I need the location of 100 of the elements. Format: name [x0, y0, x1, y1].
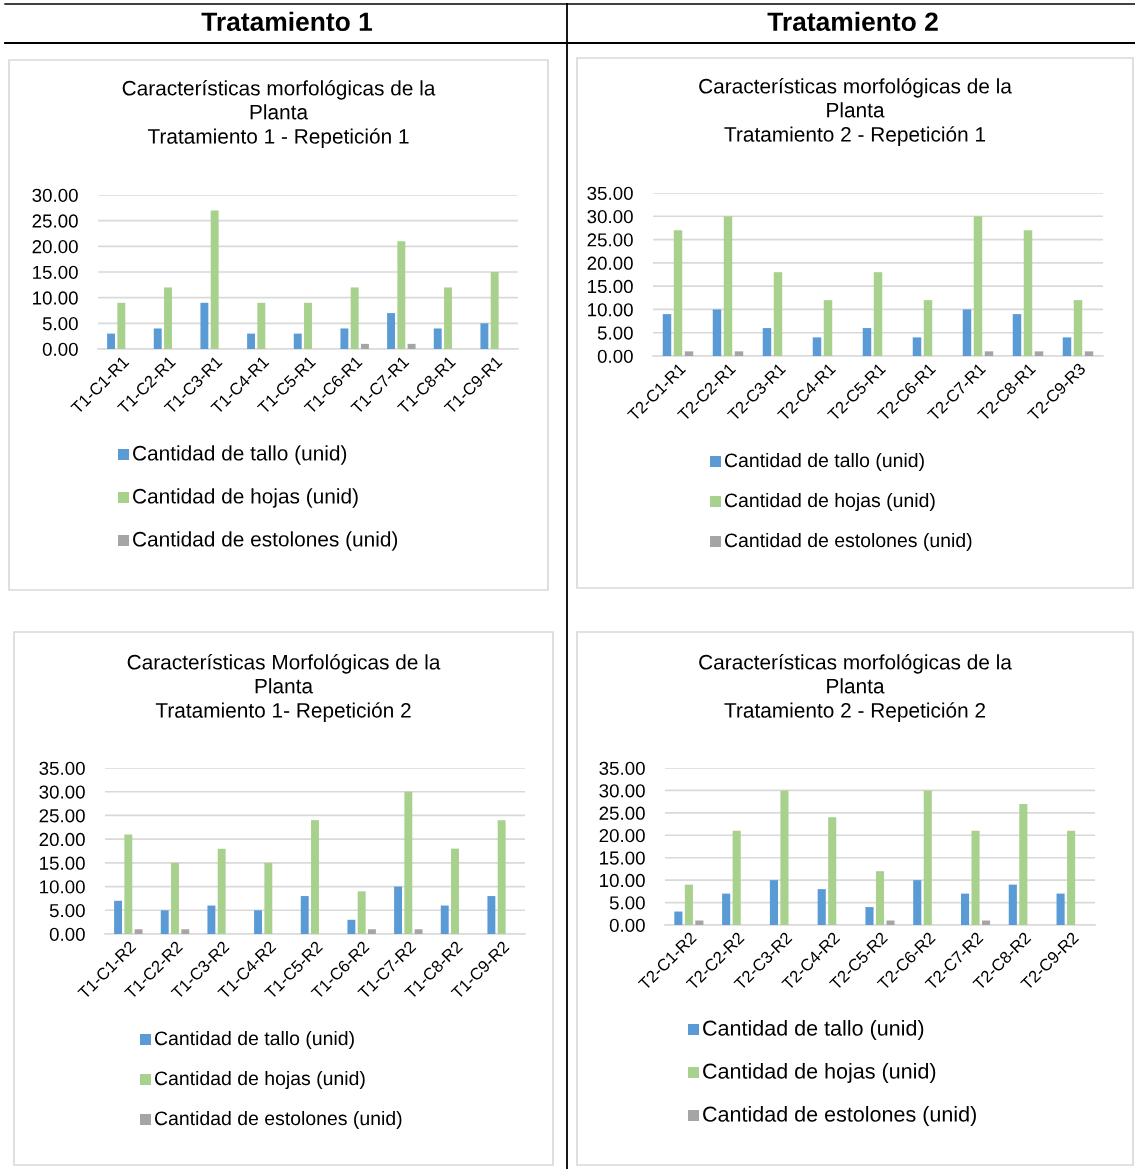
bar — [114, 900, 123, 934]
legend-label: Cantidad de hojas (unid) — [724, 492, 935, 512]
bar — [153, 328, 162, 349]
bar — [181, 929, 190, 934]
bar — [171, 862, 179, 934]
y-tick-label: 5.00 — [597, 326, 633, 340]
bar — [1008, 884, 1017, 925]
bar — [1084, 351, 1094, 356]
bar — [367, 929, 376, 934]
legend-label: Cantidad de estolones (unid) — [703, 1105, 976, 1127]
legend-label: Cantidad de tallo (unid) — [133, 445, 347, 465]
bar — [264, 862, 273, 934]
bar — [886, 920, 895, 925]
legend-label: Cantidad de tallo (unid) — [154, 1030, 354, 1050]
bar — [200, 302, 209, 349]
bar — [875, 871, 885, 925]
y-tick-label: 15.00 — [600, 851, 645, 865]
bar — [780, 790, 789, 925]
legend-label: Cantidad de hojas (unid) — [133, 488, 358, 508]
y-tick-label: 0.00 — [609, 918, 645, 932]
bar — [134, 929, 143, 934]
bar — [1023, 230, 1033, 356]
y-tick-label: 35.00 — [587, 186, 633, 200]
bar — [433, 328, 442, 349]
bar — [673, 230, 683, 356]
bar — [304, 302, 312, 349]
bar — [712, 309, 722, 356]
bar — [962, 309, 972, 356]
y-tick-label: 0.00 — [597, 349, 633, 363]
bar — [217, 848, 226, 934]
bar — [913, 880, 922, 925]
bar — [912, 337, 922, 356]
bar — [407, 343, 416, 349]
bar — [734, 351, 744, 356]
y-tick-label: 25.00 — [32, 214, 78, 228]
bar — [247, 333, 256, 349]
bar — [1034, 351, 1044, 356]
bar — [662, 314, 672, 356]
bar — [1067, 830, 1076, 925]
bar — [414, 929, 423, 934]
y-tick-label: 5.00 — [42, 317, 78, 331]
y-tick-label: 20.00 — [39, 832, 85, 847]
text: Tratamiento 1 — [201, 11, 373, 32]
bar — [1019, 803, 1028, 925]
bar — [923, 300, 933, 356]
bar — [210, 210, 219, 349]
legend-label: Cantidad de hojas (unid) — [154, 1070, 365, 1090]
bar — [340, 328, 349, 349]
y-tick-label: 30.00 — [599, 784, 645, 798]
bar — [984, 351, 994, 356]
chart-title: Características morfológicas de la Planta Tratamiento 2 - Repetición 1 — [699, 78, 1012, 146]
text: Tratamiento 2 — [767, 11, 938, 32]
bar — [865, 907, 874, 925]
bar — [1062, 337, 1072, 356]
y-tick-label: 15.00 — [588, 279, 633, 294]
y-tick-label: 0.00 — [42, 342, 78, 356]
chart-title: Características morfológicas de la Planta Tratamiento 1 - Repetición 1 — [122, 80, 436, 148]
bar — [732, 830, 741, 925]
y-tick-label: 0.00 — [49, 927, 85, 941]
bar — [862, 328, 872, 356]
bar — [124, 834, 133, 934]
y-tick-label: 35.00 — [39, 761, 85, 775]
bar — [1073, 300, 1083, 356]
bar — [404, 791, 413, 934]
bar — [357, 891, 366, 934]
bar — [684, 351, 694, 356]
y-tick-label: 30.00 — [39, 785, 85, 799]
bar — [164, 287, 172, 349]
bar — [828, 817, 837, 925]
bar — [347, 919, 356, 934]
bar — [1012, 314, 1022, 356]
y-tick-label: 10.00 — [33, 291, 78, 305]
y-tick-label: 15.00 — [33, 265, 78, 279]
bar — [490, 272, 499, 349]
bar — [207, 905, 216, 934]
bar — [107, 333, 116, 349]
bar — [769, 880, 778, 925]
bar — [257, 302, 266, 349]
bar — [160, 910, 169, 934]
bar — [674, 911, 683, 925]
bar — [722, 893, 731, 925]
bar — [773, 272, 783, 356]
bar — [973, 216, 983, 356]
y-tick-label: 30.00 — [587, 209, 633, 224]
bar — [117, 302, 126, 349]
y-tick-label: 10.00 — [600, 873, 645, 888]
bar — [684, 884, 693, 925]
legend-label: Cantidad de estolones (unid) — [724, 532, 972, 552]
bar — [823, 300, 833, 356]
bar — [440, 905, 449, 934]
bar — [397, 241, 406, 349]
bar — [300, 896, 309, 934]
legend-label: Cantidad de estolones (unid) — [133, 531, 398, 551]
bar — [1056, 893, 1065, 925]
bar — [723, 216, 733, 356]
bar — [817, 889, 826, 925]
y-tick-label: 5.00 — [49, 903, 85, 918]
bar — [451, 848, 459, 934]
bar — [762, 328, 772, 356]
y-tick-label: 5.00 — [609, 896, 645, 910]
